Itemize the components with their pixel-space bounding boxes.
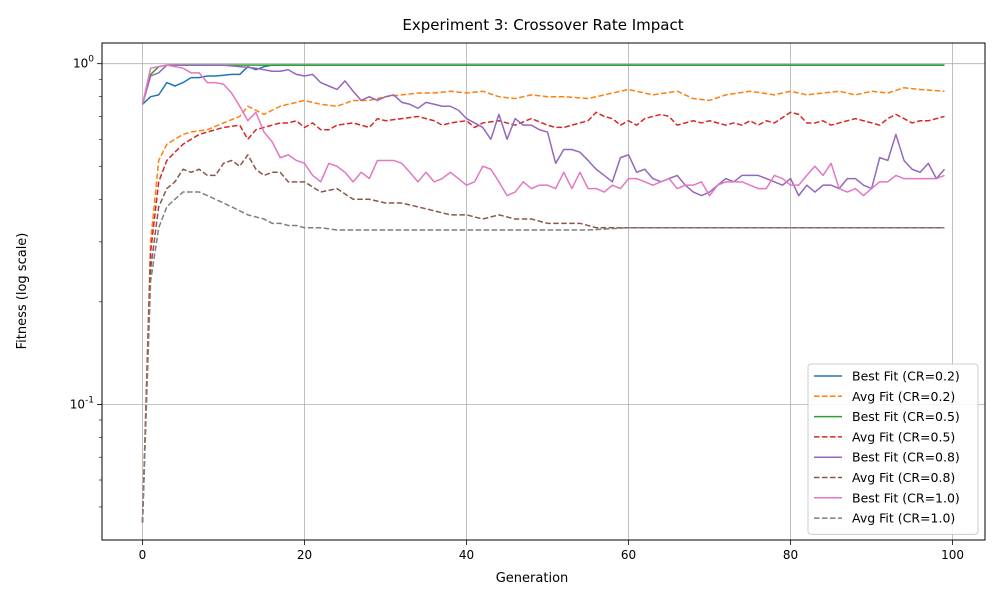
x-tick-label: 0 [139,548,147,562]
series-line-5 [141,64,946,197]
legend-label: Avg Fit (CR=0.2) [852,389,955,404]
legend: Best Fit (CR=0.2) Avg Fit (CR=0.2) Best Fi… [807,363,979,535]
series-layer [141,64,946,523]
series-line-4 [141,111,945,523]
legend-label: Avg Fit (CR=0.5) [852,429,955,444]
legend-label: Best Fit (CR=0.2) [852,369,960,384]
legend-label: Avg Fit (CR=1.0) [852,511,955,526]
legend-label: Best Fit (CR=1.0) [852,490,960,505]
x-axis: 0 20 40 60 80 100 [139,540,964,562]
plot-frame [101,42,986,541]
x-tick-label: 100 [941,548,964,562]
legend-box [807,363,979,535]
legend-label: Best Fit (CR=0.5) [852,409,960,424]
chart-title: Experiment 3: Crossover Rate Impact [402,16,683,34]
y-tick-label: 10-1 [70,395,94,411]
x-axis-label: Generation [496,571,569,586]
x-tick-label: 60 [621,548,636,562]
y-tick-label: 100 [73,55,94,71]
x-tick-label: 20 [297,548,312,562]
y-axis-label: Fitness (log scale) [15,233,30,350]
series-line-8 [141,191,945,523]
legend-label: Best Fit (CR=0.8) [852,450,960,465]
series-line-7 [141,64,945,197]
legend-label: Avg Fit (CR=0.8) [852,470,955,485]
x-tick-label: 80 [783,548,798,562]
series-line-2 [141,86,945,523]
y-axis: 10-1 100 [70,55,102,508]
x-tick-label: 40 [459,548,474,562]
